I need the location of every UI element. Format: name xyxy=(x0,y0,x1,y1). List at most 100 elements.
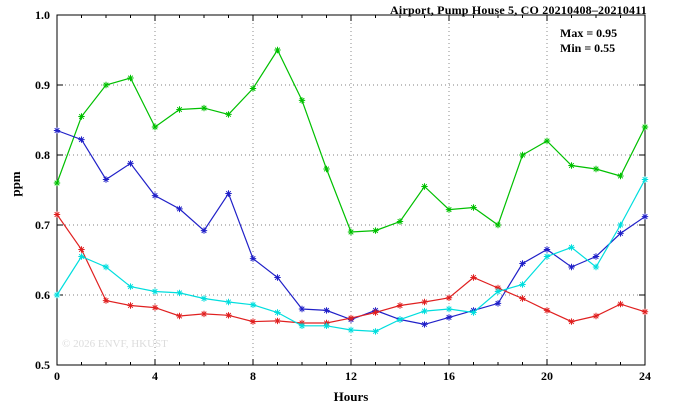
marker-cyan xyxy=(200,295,208,302)
y-tick-label: 0.6 xyxy=(35,288,50,302)
marker-red xyxy=(617,300,624,308)
marker-cyan xyxy=(102,263,110,271)
marker-cyan xyxy=(151,288,159,295)
marker-blue xyxy=(127,160,134,167)
marker-green xyxy=(617,172,624,180)
min-annotation: Min = 0.55 xyxy=(560,41,616,55)
marker-cyan xyxy=(127,283,134,290)
marker-cyan xyxy=(372,328,379,335)
marker-green xyxy=(274,46,281,54)
marker-red xyxy=(249,318,257,325)
marker-green xyxy=(200,104,208,112)
marker-green xyxy=(445,206,453,213)
marker-red xyxy=(151,304,159,311)
marker-blue xyxy=(568,263,575,271)
marker-green xyxy=(102,81,110,89)
y-tick-label: 0.8 xyxy=(35,148,50,162)
marker-red xyxy=(641,308,649,315)
x-tick-label: 16 xyxy=(443,369,455,383)
marker-blue xyxy=(200,227,208,234)
marker-green xyxy=(53,179,61,187)
marker-red xyxy=(53,211,61,218)
marker-blue xyxy=(274,274,281,281)
marker-green xyxy=(641,123,649,131)
marker-cyan xyxy=(421,307,428,315)
marker-cyan xyxy=(617,221,624,229)
marker-cyan xyxy=(347,326,355,334)
marker-blue xyxy=(53,127,61,134)
marker-green xyxy=(372,227,379,234)
x-axis-label: Hours xyxy=(333,389,369,404)
y-tick-label: 0.5 xyxy=(35,358,50,372)
marker-green xyxy=(592,165,600,173)
series-line-green xyxy=(56,48,646,233)
marker-green xyxy=(519,151,526,159)
marker-cyan xyxy=(494,288,502,295)
marker-green xyxy=(176,106,183,113)
marker-red xyxy=(421,298,428,306)
marker-red xyxy=(372,309,379,316)
marker-cyan xyxy=(323,322,330,329)
marker-red xyxy=(543,307,551,314)
marker-red xyxy=(445,294,453,301)
marker-cyan xyxy=(592,263,600,271)
x-tick-label: 24 xyxy=(639,369,651,383)
marker-red xyxy=(225,312,232,319)
marker-red xyxy=(494,284,502,292)
marker-blue xyxy=(641,213,649,220)
x-tick-label: 20 xyxy=(541,369,553,383)
marker-cyan xyxy=(274,309,281,316)
marker-green xyxy=(543,137,551,145)
marker-cyan xyxy=(298,322,306,329)
marker-red xyxy=(176,312,183,320)
max-min-annotation: Max = 0.95 Min = 0.55 xyxy=(560,26,617,56)
marker-red xyxy=(127,302,134,309)
marker-green xyxy=(568,162,575,169)
marker-blue xyxy=(176,205,183,213)
marker-blue xyxy=(102,176,110,183)
marker-cyan xyxy=(445,305,453,313)
marker-red xyxy=(396,302,404,309)
marker-blue xyxy=(225,190,232,197)
marker-cyan xyxy=(53,291,61,299)
marker-green xyxy=(298,97,306,104)
marker-green xyxy=(396,218,404,225)
marker-cyan xyxy=(78,253,85,260)
marker-red xyxy=(274,317,281,325)
marker-blue xyxy=(421,321,428,328)
marker-green xyxy=(225,111,232,118)
x-tick-label: 0 xyxy=(54,369,60,383)
marker-cyan xyxy=(249,301,257,308)
marker-green xyxy=(421,183,428,190)
y-tick-label: 0.9 xyxy=(35,78,50,92)
marker-blue xyxy=(151,192,159,199)
marker-cyan xyxy=(470,309,477,316)
y-tick-label: 0.7 xyxy=(35,218,50,232)
x-tick-label: 4 xyxy=(152,369,158,383)
max-annotation: Max = 0.95 xyxy=(560,26,618,40)
marker-blue xyxy=(298,305,306,313)
watermark: © 2026 ENVF, HKUST xyxy=(62,338,168,350)
marker-red xyxy=(102,297,110,304)
marker-cyan xyxy=(641,176,649,183)
marker-red xyxy=(200,310,208,318)
marker-green xyxy=(78,113,85,120)
marker-red xyxy=(519,295,526,302)
marker-green xyxy=(151,123,159,131)
marker-red xyxy=(347,314,355,322)
marker-green xyxy=(249,85,257,92)
marker-red xyxy=(592,312,600,320)
marker-cyan xyxy=(543,253,551,260)
marker-cyan xyxy=(568,244,575,251)
marker-blue xyxy=(519,260,526,267)
marker-cyan xyxy=(225,298,232,306)
marker-blue xyxy=(543,246,551,253)
marker-blue xyxy=(323,307,330,314)
marker-green xyxy=(127,74,134,82)
marker-blue xyxy=(78,136,85,143)
marker-blue xyxy=(249,255,257,262)
marker-green xyxy=(347,228,355,236)
chart-title: Airport, Pump House 5, CO 20210408–20210… xyxy=(390,3,647,17)
